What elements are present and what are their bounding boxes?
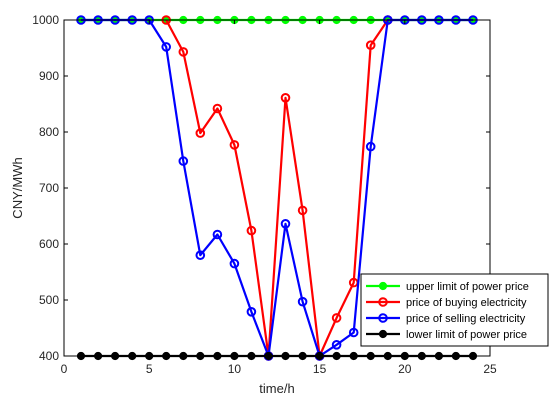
y-tick-label: 500 xyxy=(39,293,59,307)
data-point xyxy=(331,340,342,350)
data-point xyxy=(331,313,342,323)
data-point xyxy=(280,219,291,229)
y-tick-label: 800 xyxy=(39,125,59,139)
data-point xyxy=(365,40,376,51)
data-point xyxy=(229,140,240,150)
legend-swatch-marker xyxy=(378,313,388,323)
data-point xyxy=(195,128,206,138)
series-line-price-of-buying-electricity xyxy=(165,19,389,358)
x-tick-label: 20 xyxy=(398,362,412,376)
x-tick-label: 10 xyxy=(228,362,242,376)
data-point xyxy=(280,93,291,103)
legend-label: upper limit of power price xyxy=(406,281,529,293)
x-tick-label: 15 xyxy=(313,362,327,376)
legend: upper limit of power price price of buyin… xyxy=(360,273,549,347)
data-point xyxy=(178,156,189,166)
data-point xyxy=(212,229,223,240)
legend-item: lower limit of power price xyxy=(366,329,527,341)
data-point xyxy=(348,327,359,338)
y-tick-label: 900 xyxy=(39,69,59,83)
y-axis-label: CNY/MWh xyxy=(10,157,25,218)
y-tick-label: 1000 xyxy=(32,13,59,27)
x-axis-label: time/h xyxy=(259,381,294,396)
data-point xyxy=(297,296,308,307)
legend-item: price of selling electricity xyxy=(366,313,526,325)
legend-item: upper limit of power price xyxy=(366,281,529,293)
legend-swatch-marker xyxy=(378,297,388,307)
data-point xyxy=(178,47,189,57)
data-point xyxy=(195,250,206,260)
data-point xyxy=(297,205,308,216)
y-tick-label: 400 xyxy=(39,349,59,363)
y-tick-label: 600 xyxy=(39,237,59,251)
axis-ticks: 0 5 10 15 20 25 400 500 600 700 800 900 1000 xyxy=(32,13,497,376)
x-tick-label: 25 xyxy=(483,362,497,376)
legend-label: price of selling electricity xyxy=(406,313,526,325)
x-tick-label: 5 xyxy=(146,362,153,376)
legend-label: lower limit of power price xyxy=(406,329,527,341)
legend-item: price of buying electricity xyxy=(366,297,527,309)
legend-swatch-marker xyxy=(378,329,388,339)
data-point xyxy=(246,225,257,236)
legend-swatch-marker xyxy=(378,281,388,291)
legend-label: price of buying electricity xyxy=(406,297,527,309)
data-point xyxy=(246,307,257,317)
data-point xyxy=(229,258,240,269)
x-tick-label: 0 xyxy=(61,362,68,376)
data-point xyxy=(161,42,171,52)
data-point xyxy=(212,103,223,114)
data-point xyxy=(365,141,376,152)
y-tick-label: 700 xyxy=(39,181,59,195)
